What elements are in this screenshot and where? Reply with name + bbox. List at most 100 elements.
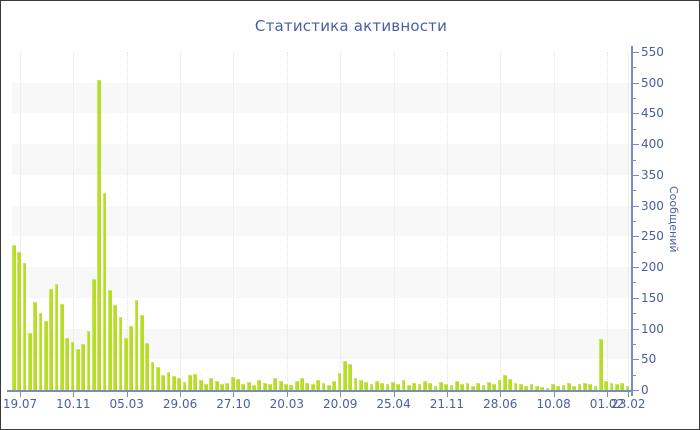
bar <box>321 382 326 390</box>
bar <box>337 373 342 390</box>
bar <box>481 385 486 390</box>
bar <box>513 382 518 390</box>
bar <box>625 385 630 390</box>
bar <box>449 385 454 390</box>
bar <box>86 331 91 390</box>
bar <box>332 381 336 390</box>
y-axis-label: 550 <box>641 45 664 59</box>
y-axis-label: 150 <box>641 290 664 305</box>
y-axis-tick-major <box>633 82 639 84</box>
bar <box>486 382 491 390</box>
bar <box>422 381 427 390</box>
bar <box>550 384 555 390</box>
bar <box>289 385 294 390</box>
bar <box>236 378 240 390</box>
bar <box>540 386 545 390</box>
bar <box>470 385 475 390</box>
x-axis-tick <box>393 392 395 397</box>
bar <box>556 386 561 390</box>
bar <box>598 339 603 390</box>
bar <box>166 371 171 390</box>
bar <box>529 383 534 390</box>
bar <box>204 383 208 390</box>
bar <box>17 252 22 390</box>
bar <box>12 244 16 390</box>
y-axis-tick-major <box>633 390 639 391</box>
x-axis-label: 21.11 <box>429 397 465 411</box>
bar <box>401 380 406 390</box>
bar <box>209 377 214 390</box>
bar-series <box>12 52 631 390</box>
bar <box>262 382 267 390</box>
bar <box>278 380 283 390</box>
y-axis-tick-minor <box>633 128 636 130</box>
y-axis-tick-minor <box>633 282 636 284</box>
bar <box>156 366 160 390</box>
bar <box>129 326 134 390</box>
bar <box>406 385 411 390</box>
bar <box>252 385 256 390</box>
y-axis-tick-minor <box>633 98 636 100</box>
bar <box>385 384 390 390</box>
bar <box>65 337 70 390</box>
bar <box>97 79 102 390</box>
y-axis-tick-minor <box>633 190 636 192</box>
bar <box>534 385 539 390</box>
bar <box>577 384 582 390</box>
bar <box>273 377 278 390</box>
x-axis-tick <box>126 392 128 397</box>
y-axis-label: 450 <box>641 106 664 121</box>
x-axis-label: 19.07 <box>2 397 38 411</box>
bar <box>177 378 182 390</box>
vertical-grid-line <box>20 52 22 390</box>
bar <box>561 385 566 390</box>
bar <box>150 362 155 390</box>
y-axis-tick-minor <box>633 313 636 315</box>
y-axis-tick-minor <box>633 343 636 345</box>
bar <box>134 299 139 390</box>
bar <box>124 337 128 390</box>
y-axis-label: 50 <box>641 352 657 367</box>
bar <box>257 380 262 390</box>
bar <box>380 383 384 390</box>
y-axis-label: 300 <box>641 198 664 213</box>
x-axis-tick <box>340 392 342 397</box>
bar <box>417 384 422 390</box>
vertical-grid-line <box>628 52 630 390</box>
bar <box>396 383 400 390</box>
y-axis-label: 0 <box>641 383 649 397</box>
x-axis-tick <box>446 392 448 397</box>
bar <box>572 385 577 390</box>
x-axis-tick <box>233 392 235 397</box>
x-axis-label: 25.04 <box>376 397 411 411</box>
vertical-grid-line <box>340 52 342 390</box>
grid-band <box>12 82 631 114</box>
bar <box>284 383 288 390</box>
x-axis-label: 10.08 <box>536 397 571 411</box>
bar <box>438 382 443 390</box>
vertical-grid-line <box>393 52 396 390</box>
bar <box>145 343 150 390</box>
bar <box>593 386 598 390</box>
x-axis-label: 20.03 <box>269 397 304 411</box>
bar <box>620 383 625 390</box>
y-axis-tick-minor <box>633 67 636 69</box>
bar <box>54 284 59 390</box>
x-axis-tick <box>180 392 182 397</box>
bar <box>225 382 230 390</box>
bar <box>172 376 176 390</box>
x-axis-label: 29.06 <box>162 397 198 411</box>
bar <box>369 383 374 390</box>
bar <box>193 374 198 390</box>
bar <box>182 382 187 390</box>
bar <box>230 377 235 390</box>
y-axis-label: 500 <box>641 75 664 90</box>
bar <box>76 348 80 390</box>
bar <box>524 386 528 390</box>
bar <box>492 383 496 390</box>
y-axis-label: 200 <box>641 260 664 275</box>
y-axis-tick-major <box>633 144 639 146</box>
bar <box>390 382 395 390</box>
bar <box>214 380 219 390</box>
